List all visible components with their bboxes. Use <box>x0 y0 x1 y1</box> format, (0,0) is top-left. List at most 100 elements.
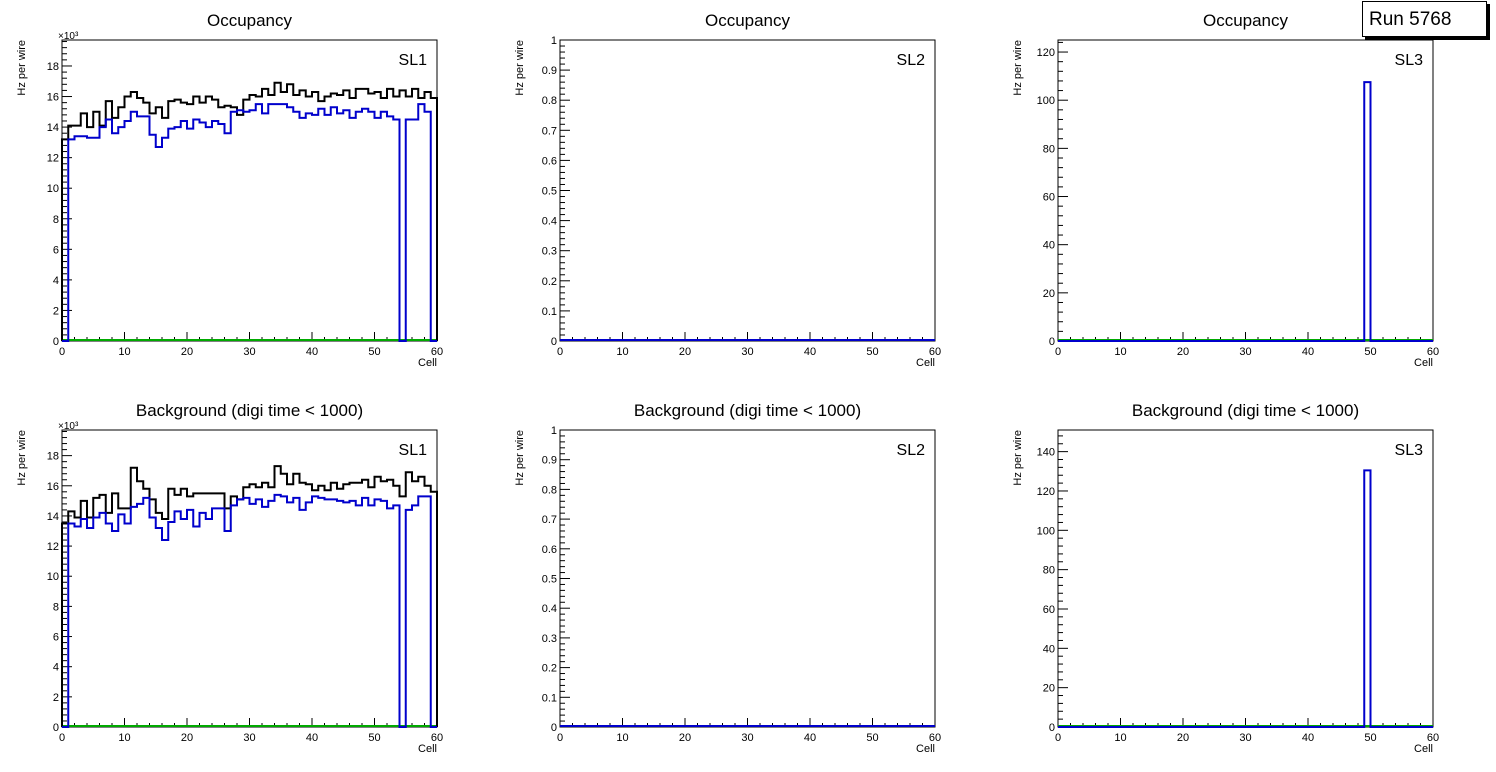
y-tick-label: 0.8 <box>542 484 557 496</box>
y-tick-label: 0 <box>53 336 59 348</box>
y-tick-label: 0.2 <box>542 663 557 675</box>
x-tick-label: 30 <box>243 346 255 358</box>
y-tick-label: 20 <box>1043 288 1055 300</box>
y-tick-label: 0.5 <box>542 574 557 586</box>
y-tick-label: 18 <box>47 61 59 73</box>
y-tick-label: 4 <box>53 275 59 287</box>
y-tick-label: 0.6 <box>542 155 557 167</box>
superlayer-label: SL2 <box>897 442 926 459</box>
histogram-panel-5: Background (digi time < 1000) 0 0.1 0.2 0.3 0… <box>514 401 941 755</box>
x-tick-label: 0 <box>59 346 65 358</box>
chart-title: Background (digi time < 1000) <box>1132 401 1359 420</box>
superlayer-label: SL3 <box>1395 52 1424 69</box>
y-tick-label: 6 <box>53 244 59 256</box>
chart-title: Background (digi time < 1000) <box>136 401 363 420</box>
y-tick-label: 1 <box>551 35 557 47</box>
plot-frame <box>559 429 936 728</box>
x-axis-label: Cell <box>1414 743 1433 755</box>
y-tick-label: 100 <box>1037 95 1055 107</box>
plot-frame <box>61 429 438 728</box>
y-axis-label: Hz per wire <box>16 430 28 486</box>
x-tick-label: 0 <box>59 732 65 744</box>
y-tick-label: 0.8 <box>542 95 557 107</box>
histogram-panel-4: Background (digi time < 1000) 0 2 4 6 8 10 12 14… <box>16 401 443 755</box>
y-tick-label: 16 <box>47 481 59 493</box>
y-tick-label: 1 <box>551 425 557 437</box>
y-axis-exponent: ×10³ <box>58 421 79 432</box>
superlayer-label: SL1 <box>399 52 428 69</box>
x-tick-label: 20 <box>679 346 691 358</box>
y-tick-label: 14 <box>47 122 59 134</box>
y-tick-label: 8 <box>53 214 59 226</box>
x-tick-label: 60 <box>1427 732 1439 744</box>
x-tick-label: 30 <box>741 732 753 744</box>
x-tick-label: 0 <box>1055 732 1061 744</box>
chart-title: Occupancy <box>705 11 791 30</box>
x-tick-label: 20 <box>679 732 691 744</box>
series-signal <box>1058 81 1433 342</box>
plot-frame <box>61 39 438 342</box>
y-tick-label: 0 <box>1049 336 1055 348</box>
y-tick-label: 14 <box>47 511 59 523</box>
y-tick-label: 0.3 <box>542 633 557 645</box>
y-tick-label: 140 <box>1037 447 1055 459</box>
y-tick-label: 60 <box>1043 192 1055 204</box>
x-tick-label: 60 <box>1427 346 1439 358</box>
x-tick-label: 10 <box>616 732 628 744</box>
x-tick-label: 20 <box>1177 346 1189 358</box>
plot-frame <box>1057 429 1434 728</box>
y-tick-label: 0.1 <box>542 692 557 704</box>
y-tick-label: 0.6 <box>542 544 557 556</box>
x-tick-label: 60 <box>929 346 941 358</box>
plot-frame <box>559 39 936 342</box>
x-tick-label: 30 <box>243 732 255 744</box>
x-tick-label: 50 <box>1364 346 1376 358</box>
x-axis-label: Cell <box>1414 357 1433 369</box>
x-tick-label: 30 <box>1239 346 1251 358</box>
series-total <box>61 465 438 727</box>
y-tick-label: 0.7 <box>542 514 557 526</box>
y-tick-label: 0.3 <box>542 246 557 258</box>
y-tick-label: 0.9 <box>542 65 557 77</box>
x-tick-label: 10 <box>616 346 628 358</box>
y-tick-label: 100 <box>1037 525 1055 537</box>
y-tick-label: 0.5 <box>542 186 557 198</box>
superlayer-label: SL1 <box>399 442 428 459</box>
run-number-label: Run 5768 <box>1362 1 1487 37</box>
x-tick-label: 0 <box>1055 346 1061 358</box>
histogram-panel-1: Occupancy 0 2 4 6 8 10 12 14 16 18 0 10 20 30 40 50 60Cel… <box>16 11 443 369</box>
y-axis-label: Hz per wire <box>514 40 526 96</box>
y-tick-label: 2 <box>53 305 59 317</box>
x-tick-label: 40 <box>306 732 318 744</box>
x-axis-label: Cell <box>418 357 437 369</box>
x-tick-label: 50 <box>1364 732 1376 744</box>
x-tick-label: 40 <box>804 732 816 744</box>
y-tick-label: 40 <box>1043 240 1055 252</box>
x-tick-label: 30 <box>741 346 753 358</box>
x-tick-label: 20 <box>181 346 193 358</box>
y-tick-label: 120 <box>1037 47 1055 59</box>
x-tick-label: 20 <box>181 732 193 744</box>
x-tick-label: 10 <box>1114 346 1126 358</box>
y-tick-label: 18 <box>47 451 59 463</box>
x-tick-label: 50 <box>866 732 878 744</box>
superlayer-label: SL2 <box>897 52 926 69</box>
y-tick-label: 8 <box>53 601 59 613</box>
x-tick-label: 40 <box>1302 346 1314 358</box>
y-tick-label: 0.1 <box>542 306 557 318</box>
series-signal <box>62 103 437 342</box>
x-tick-label: 60 <box>431 732 443 744</box>
y-tick-label: 40 <box>1043 643 1055 655</box>
x-tick-label: 50 <box>866 346 878 358</box>
x-tick-label: 10 <box>118 346 130 358</box>
y-axis-label: Hz per wire <box>16 40 28 96</box>
x-axis-label: Cell <box>916 357 935 369</box>
x-axis-label: Cell <box>916 743 935 755</box>
series-signal <box>62 493 437 728</box>
y-tick-label: 120 <box>1037 486 1055 498</box>
histogram-panel-6: Background (digi time < 1000) 0 20 40 60 80 10… <box>1012 401 1439 755</box>
y-tick-label: 12 <box>47 153 59 165</box>
y-tick-label: 60 <box>1043 604 1055 616</box>
